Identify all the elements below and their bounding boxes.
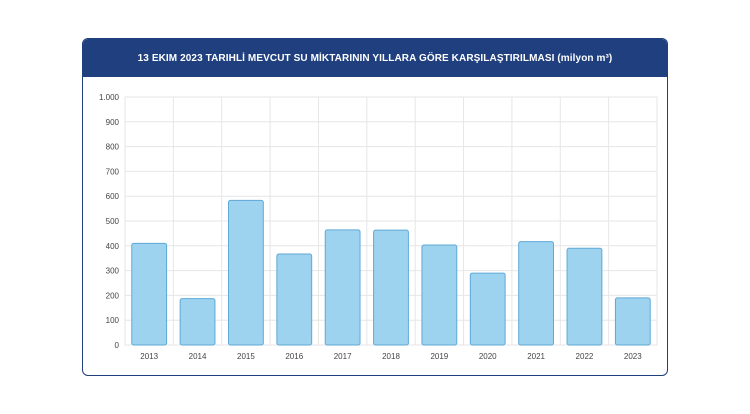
x-tick-label: 2015 [237,352,255,361]
bar-2016 [276,253,313,346]
bar-2022 [566,247,603,346]
y-tick-label: 200 [106,291,120,300]
x-tick-label: 2017 [334,352,352,361]
y-tick-label: 400 [106,242,120,251]
y-tick-label: 600 [106,192,120,201]
x-tick-label: 2021 [527,352,545,361]
y-tick-label: 800 [106,143,120,152]
bar-2023 [614,297,651,346]
chart-title: 13 EKIM 2023 TARIHLİ MEVCUT SU MİKTARINI… [83,39,667,77]
chart-card: 13 EKIM 2023 TARIHLİ MEVCUT SU MİKTARINI… [82,38,668,376]
bar-2019 [421,244,458,346]
x-tick-label: 2014 [189,352,207,361]
chart-area: 0 100 200 300 400 500 600 700 800 900 1.000 2013 201… [83,77,667,375]
x-tick-label: 2019 [430,352,448,361]
y-tick-label: 300 [106,267,120,276]
bar-chart: 0 100 200 300 400 500 600 700 800 900 1.000 2013 201… [99,93,658,361]
x-tick-label: 2018 [382,352,400,361]
bar-2021 [518,241,555,346]
bar-2017 [324,229,361,346]
x-tick-label: 2016 [285,352,303,361]
bar-2015 [227,199,264,346]
bar-2014 [179,298,216,346]
x-tick-label: 2022 [576,352,594,361]
bar-2020 [469,272,506,346]
y-tick-label: 700 [106,167,120,176]
x-tick-label: 2023 [624,352,642,361]
y-tick-label: 0 [115,341,120,350]
bar-2013 [131,242,168,346]
y-tick-label: 1.000 [99,93,120,102]
x-tick-label: 2013 [140,352,158,361]
y-tick-label: 900 [106,118,120,127]
y-tick-label: 500 [106,217,120,226]
y-tick-label: 100 [106,316,120,325]
x-tick-label: 2020 [479,352,497,361]
bar-2018 [373,229,409,346]
